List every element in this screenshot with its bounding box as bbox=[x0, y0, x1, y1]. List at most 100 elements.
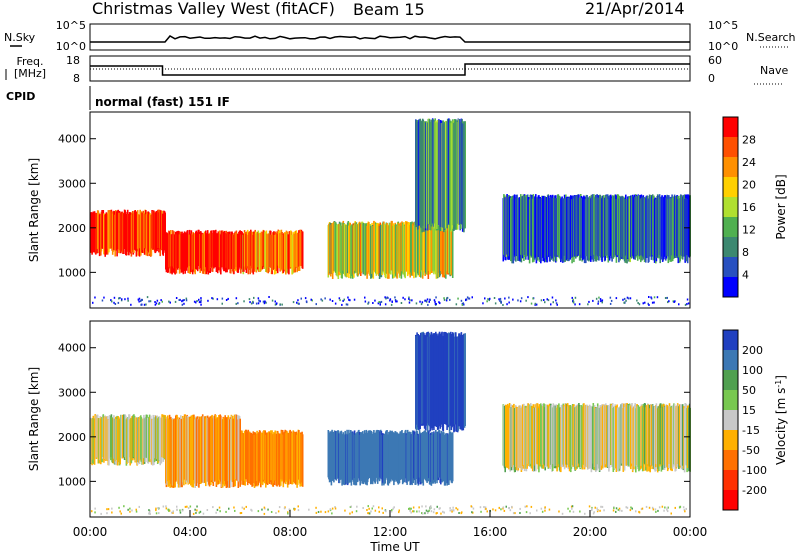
ground-speckle-128 bbox=[460, 299, 463, 302]
ground-speckle-224 bbox=[141, 298, 143, 301]
ground-speckle-15 bbox=[265, 301, 267, 304]
ground-speckle-170 bbox=[315, 506, 317, 509]
ground-speckle-177 bbox=[480, 510, 482, 513]
ground-speckle-33 bbox=[367, 512, 369, 515]
ground-speckle-244 bbox=[218, 506, 221, 509]
ground-speckle-215 bbox=[274, 303, 277, 306]
velocity-colorbar-segment-6 bbox=[723, 450, 738, 471]
ground-speckle-231 bbox=[462, 302, 464, 305]
ground-speckle-52 bbox=[187, 507, 190, 510]
velocity-colorbar-segment-3 bbox=[723, 390, 738, 411]
ground-speckle-183 bbox=[198, 298, 200, 301]
ground-speckle-190 bbox=[425, 505, 427, 508]
ground-speckle-204 bbox=[249, 301, 251, 304]
power-colorbar-tick-6: 4 bbox=[742, 269, 749, 282]
ground-speckle-154 bbox=[541, 510, 544, 513]
ground-speckle-85 bbox=[368, 507, 370, 510]
velocity-colorbar-tick-1: 100 bbox=[742, 364, 763, 377]
ground-speckle-67 bbox=[327, 510, 330, 513]
ground-speckle-2 bbox=[129, 510, 131, 513]
ground-speckle-234 bbox=[663, 509, 665, 512]
ground-speckle-0 bbox=[165, 507, 168, 510]
ground-speckle-229 bbox=[170, 511, 173, 514]
ground-speckle-144 bbox=[468, 297, 471, 300]
ground-speckle-252 bbox=[556, 303, 558, 306]
power-colorbar-segment-0 bbox=[723, 117, 738, 138]
ground-speckle-123 bbox=[154, 301, 156, 303]
ground-speckle-243 bbox=[684, 510, 686, 513]
ground-speckle-249 bbox=[181, 300, 183, 303]
nsearch-tick-bottom: 10^0 bbox=[708, 40, 738, 53]
ground-speckle-245 bbox=[262, 300, 265, 303]
ground-speckle-209 bbox=[140, 300, 142, 303]
ground-speckle-292 bbox=[408, 297, 410, 300]
ground-speckle-31 bbox=[384, 303, 387, 306]
ground-speckle-104 bbox=[525, 299, 527, 302]
ground-speckle-133 bbox=[297, 302, 300, 305]
ground-speckle-241 bbox=[666, 506, 669, 509]
ground-speckle-284 bbox=[460, 512, 462, 515]
ground-speckle-223 bbox=[160, 299, 162, 302]
ground-speckle-81 bbox=[257, 302, 260, 305]
ground-speckle-248 bbox=[387, 296, 389, 299]
nsky-panel-frame bbox=[89, 23, 691, 51]
ground-speckle-76 bbox=[439, 302, 441, 305]
ground-speckle-227 bbox=[465, 298, 468, 301]
ground-speckle-58 bbox=[609, 296, 612, 299]
ground-speckle-278 bbox=[198, 301, 201, 304]
ground-speckle-256 bbox=[347, 296, 349, 299]
ground-speckle-147 bbox=[631, 507, 633, 510]
ground-speckle-50 bbox=[235, 297, 238, 300]
ground-speckle-73 bbox=[509, 509, 512, 512]
y-tick-label-0: 4000 bbox=[58, 133, 86, 146]
ground-speckle-255 bbox=[587, 303, 589, 306]
ground-speckle-140 bbox=[598, 296, 600, 299]
ground-speckle-258 bbox=[368, 512, 371, 515]
ground-speckle-167 bbox=[297, 509, 300, 512]
ground-speckle-9 bbox=[372, 505, 375, 508]
ground-speckle-256 bbox=[179, 511, 182, 514]
ground-speckle-182 bbox=[297, 299, 299, 302]
ground-speckle-262 bbox=[261, 508, 263, 511]
ground-speckle-214 bbox=[525, 511, 528, 514]
ground-speckle-197 bbox=[540, 299, 543, 302]
ground-speckle-295 bbox=[258, 299, 260, 302]
ground-speckle-145 bbox=[493, 297, 496, 299]
ground-speckle-78 bbox=[200, 303, 202, 306]
ground-speckle-53 bbox=[435, 512, 437, 515]
ground-speckle-207 bbox=[615, 510, 617, 513]
ground-speckle-153 bbox=[466, 296, 469, 299]
ground-speckle-273 bbox=[517, 299, 519, 302]
power-colorbar-tick-5: 8 bbox=[742, 246, 749, 259]
ground-speckle-22 bbox=[524, 505, 526, 508]
ground-speckle-83 bbox=[379, 301, 381, 304]
ground-speckle-40 bbox=[169, 301, 171, 304]
power-colorbar-segment-5 bbox=[723, 217, 738, 238]
ground-speckle-41 bbox=[140, 298, 143, 301]
ground-speckle-103 bbox=[200, 299, 202, 302]
ground-speckle-22 bbox=[488, 299, 490, 302]
ground-speckle-201 bbox=[471, 296, 473, 299]
ground-speckle-187 bbox=[400, 302, 403, 304]
ground-speckle-221 bbox=[502, 507, 504, 510]
ground-speckle-189 bbox=[113, 296, 116, 299]
ground-speckle-222 bbox=[612, 509, 615, 512]
ground-speckle-165 bbox=[626, 296, 629, 299]
ground-speckle-136 bbox=[508, 296, 510, 299]
ground-speckle-225 bbox=[426, 512, 429, 514]
ground-speckle-28 bbox=[670, 512, 672, 515]
ground-speckle-185 bbox=[655, 510, 657, 513]
ground-speckle-93 bbox=[425, 509, 428, 512]
ground-speckle-192 bbox=[334, 507, 337, 510]
ground-speckle-102 bbox=[334, 506, 336, 508]
ground-speckle-94 bbox=[221, 302, 223, 305]
ground-speckle-53 bbox=[443, 297, 445, 300]
ground-speckle-163 bbox=[547, 299, 550, 302]
ground-speckle-176 bbox=[174, 300, 177, 303]
ground-speckle-283 bbox=[343, 298, 345, 301]
ground-speckle-290 bbox=[651, 301, 654, 304]
ground-speckle-297 bbox=[198, 511, 201, 514]
ground-speckle-91 bbox=[408, 301, 411, 304]
ground-speckle-115 bbox=[117, 301, 120, 304]
ground-speckle-163 bbox=[165, 505, 167, 508]
